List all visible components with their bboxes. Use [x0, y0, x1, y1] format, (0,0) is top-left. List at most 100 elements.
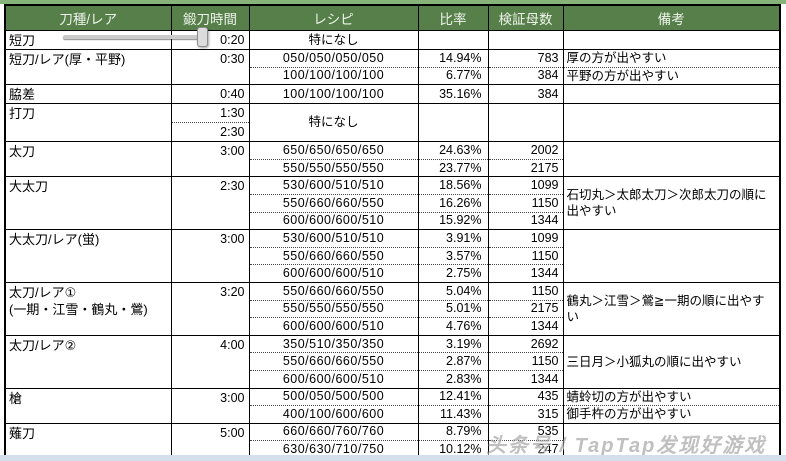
table-row: 2:30	[5, 122, 780, 142]
cell-recipe: 550/550/550/550	[248, 158, 419, 177]
sword-type-line: 打刀	[9, 106, 36, 122]
sword-type-line: 大太刀	[9, 179, 49, 195]
table-row: 600/600/600/510 4.76% 1344	[5, 317, 780, 336]
table-row: 短刀 0:20 特になし	[4, 30, 781, 50]
cell-ratio	[417, 30, 489, 50]
sword-type-line: 太刀	[9, 144, 36, 160]
cell-recipe: 特になし	[248, 103, 419, 142]
cell-sample: 384	[487, 66, 564, 85]
cell-sample: 1150	[487, 193, 564, 213]
cell-ratio: 14.94%	[417, 49, 489, 68]
cell-ratio: 4.76%	[417, 317, 489, 336]
cell-sword-type: 薙刀	[4, 422, 172, 459]
cell-note	[562, 30, 781, 50]
cell-forge-time: 0:20	[170, 30, 250, 50]
cell-forge-time: 3:20	[170, 281, 250, 336]
table-row: 太刀 3:00 650/650/650/650 24.63% 2002	[4, 141, 781, 177]
cell-sample	[487, 30, 564, 50]
cell-recipe: 550/660/660/550	[248, 193, 419, 213]
cell-recipe: 550/660/660/550	[248, 246, 419, 265]
sword-type-line: 槍	[9, 390, 23, 406]
cell-recipe: 特になし	[248, 30, 419, 50]
cell-ratio: 6.77%	[417, 66, 489, 85]
cell-ratio: 3.19%	[417, 334, 489, 353]
cell-forge-time: 3:00	[170, 229, 250, 283]
cell-ratio: 11.43%	[417, 405, 489, 424]
column-header-time: 鍛刀時間	[170, 4, 250, 31]
cell-ratio: 23.77%	[417, 158, 489, 177]
cell-sample: 2175	[487, 299, 564, 318]
table-row: 薙刀 5:00 660/660/760/760 8.79% 535	[4, 422, 781, 459]
cell-sword-type: 短刀	[4, 30, 172, 50]
cell-ratio: 3.91%	[417, 229, 489, 248]
cell-sample: 783	[487, 49, 564, 68]
cell-note	[562, 84, 781, 104]
cell-sample: 315	[487, 405, 564, 424]
cell-recipe: 550/660/660/550	[248, 352, 419, 371]
table-row: 大太刀 2:30 530/600/510/510 18.56% 1099 石切丸＞太郎太刀…	[4, 176, 781, 230]
table-row: 打刀 1:30 特になし	[4, 103, 781, 142]
sword-type-line: 太刀/レア②	[9, 337, 77, 353]
cell-ratio: 8.79%	[417, 422, 489, 441]
sword-type-line: 短刀	[9, 33, 36, 48]
note-line: 石切丸＞太郎太刀＞次郎太刀の順に出やすい	[566, 188, 767, 219]
table-body: 短刀 0:20 特になし 短刀/レア(厚・平野) 0:30 050/050/050/050…	[4, 30, 781, 459]
cell-note	[562, 422, 781, 459]
sword-type-line: 短刀/レア(厚・平野)	[9, 52, 126, 67]
table-row: 550/660/660/550 3.57% 1150	[5, 246, 780, 265]
cell-ratio: 5.04%	[417, 281, 489, 301]
cell-note: 蜻蛉切の方が出やすい	[562, 387, 781, 406]
cell-sample: 247	[487, 440, 564, 459]
cell-recipe: 550/550/550/550	[248, 299, 419, 318]
cell-ratio: 35.16%	[417, 84, 489, 104]
note-line: 三日月＞小狐丸の順に出やすい	[566, 354, 742, 369]
cell-ratio: 10.12%	[417, 440, 489, 459]
cell-sword-type: 槍	[4, 387, 172, 424]
cell-note	[562, 229, 781, 283]
column-header-ratio: 比率	[417, 4, 489, 31]
table-row: 630/630/710/750 10.12% 247	[5, 440, 780, 459]
table-row: 550/550/550/550 5.01% 2175	[5, 299, 780, 318]
sword-type-line: 太刀/レア①	[9, 284, 77, 300]
cell-sample: 2175	[487, 158, 564, 177]
column-header-type: 刀種/レア	[4, 4, 172, 31]
cell-sample: 1344	[487, 211, 564, 230]
cell-sword-type: 短刀/レア(厚・平野)	[4, 48, 172, 85]
cell-note: 三日月＞小狐丸の順に出やすい	[562, 334, 781, 388]
cell-forge-time: 2:30	[170, 176, 250, 230]
cell-forge-time: 3:00	[170, 387, 250, 424]
cell-recipe: 500/050/500/500	[248, 387, 419, 406]
cell-ratio: 16.26%	[417, 193, 489, 213]
cell-note: 石切丸＞太郎太刀＞次郎太刀の順に出やすい	[562, 176, 781, 230]
cell-recipe: 660/660/760/760	[248, 422, 419, 441]
cell-sample: 1099	[487, 176, 564, 195]
column-header-recipe: レシピ	[248, 4, 419, 31]
cell-forge-time: 1:30	[170, 103, 250, 123]
table-row: 550/660/660/550 16.26% 1150	[5, 193, 780, 213]
header-row: 刀種/レア 鍛刀時間 レシピ 比率 検証母数 備考	[4, 4, 781, 31]
table-row: 600/600/600/510 15.92% 1344	[5, 211, 780, 230]
cell-sample: 1344	[487, 317, 564, 336]
slider-track	[63, 35, 205, 39]
cell-forge-time: 0:40	[170, 84, 250, 104]
cell-recipe: 630/630/710/750	[248, 440, 419, 459]
cell-forge-time: 2:30	[170, 122, 250, 142]
cell-recipe: 100/100/100/100	[248, 84, 419, 104]
cell-sample: 1150	[487, 352, 564, 371]
cell-note: 平野の方が出やすい	[562, 66, 781, 85]
top-gridline-strip	[0, 0, 786, 4]
cell-ratio: 2.87%	[417, 352, 489, 371]
cell-recipe: 600/600/600/510	[248, 264, 419, 283]
column-header-sample: 検証母数	[487, 4, 564, 31]
cell-recipe: 600/600/600/510	[248, 317, 419, 336]
table-row: 太刀/レア① (一期・江雪・鶴丸・鶯) 3:20 550/660/660/550 5.0…	[4, 281, 781, 336]
sword-type-line: 脇差	[9, 87, 36, 103]
cell-ratio: 2.83%	[417, 369, 489, 388]
cell-sword-type: 脇差	[4, 84, 172, 104]
cell-forge-time: 5:00	[170, 422, 250, 459]
slider-thumb[interactable]	[197, 27, 208, 47]
cell-ratio: 3.57%	[417, 246, 489, 265]
table-row: 550/660/660/550 2.87% 1150	[5, 352, 780, 371]
cell-recipe: 600/600/600/510	[248, 211, 419, 230]
cell-sword-type: 太刀	[4, 141, 172, 177]
